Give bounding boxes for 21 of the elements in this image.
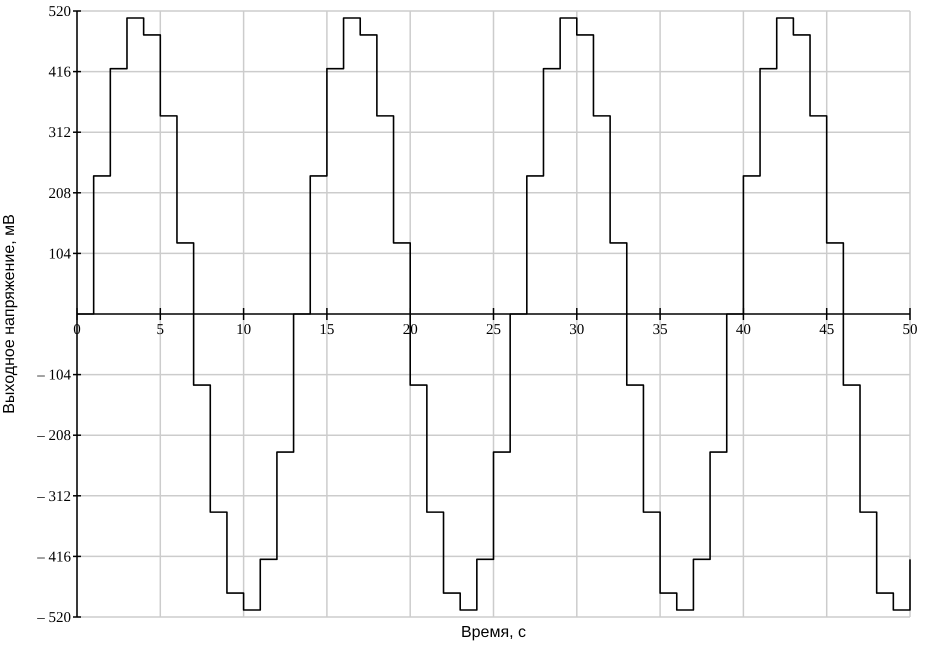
y-tick-label: – 208: [36, 428, 71, 444]
y-axis-title: Выходное напряжение, мВ: [1, 214, 18, 414]
x-tick-label: 35: [652, 322, 668, 338]
x-tick-label: 40: [736, 322, 751, 338]
y-tick-label: – 312: [36, 488, 71, 505]
y-tick-label: – 416: [36, 549, 72, 566]
x-tick-label: 15: [319, 322, 334, 338]
y-tick-label: – 520: [36, 610, 71, 626]
x-tick-label: 5: [156, 322, 164, 338]
y-tick-label: 208: [48, 186, 71, 202]
y-tick-label: 520: [48, 4, 71, 20]
x-tick-label: 25: [486, 322, 501, 338]
y-tick-label: 416: [48, 64, 72, 81]
x-tick-label: 45: [819, 322, 834, 338]
y-tick-label: 312: [48, 125, 71, 142]
x-tick-label: 30: [569, 322, 584, 338]
x-tick-label: 10: [236, 322, 252, 338]
y-tick-label: – 104: [36, 368, 72, 384]
x-tick-label: 50: [902, 322, 918, 338]
x-axis-title: Время, с: [460, 624, 526, 641]
y-tick-label: 104: [48, 246, 72, 262]
